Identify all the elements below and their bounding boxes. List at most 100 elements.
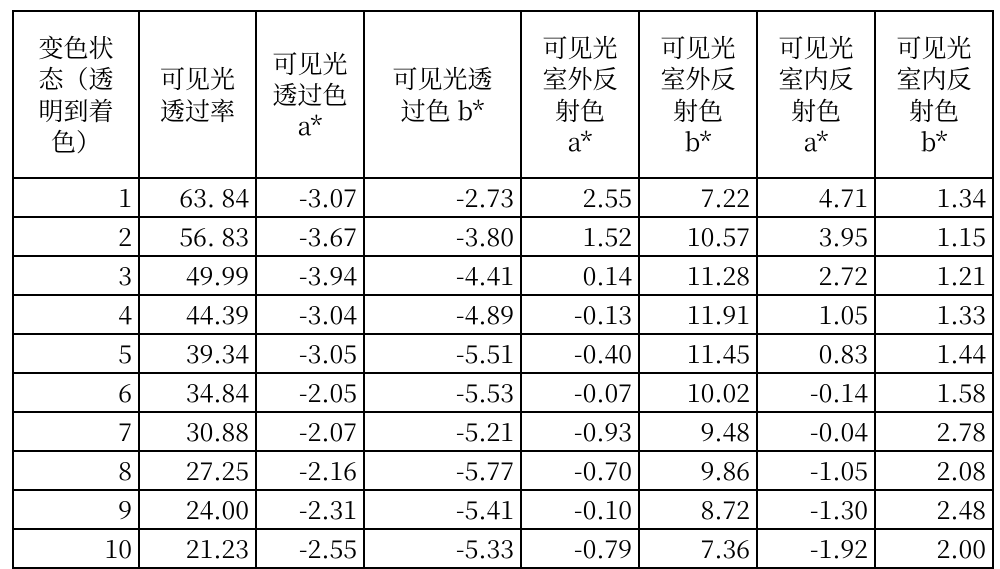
cell: 7 [13, 412, 139, 451]
cell: 21.23 [139, 529, 256, 568]
cell: 11.28 [639, 256, 757, 295]
cell: 24.00 [139, 490, 256, 529]
cell: 9.86 [639, 451, 757, 490]
cell: -0.40 [521, 334, 639, 373]
cell: -5.21 [364, 412, 521, 451]
cell: -2.73 [364, 178, 521, 217]
cell: 5 [13, 334, 139, 373]
cell: 1 [13, 178, 139, 217]
cell: 7.22 [639, 178, 757, 217]
cell: 1.34 [875, 178, 993, 217]
cell: -1.92 [757, 529, 875, 568]
table-row: 9 24.00 -2.31 -5.41 -0.10 8.72 -1.30 2.4… [13, 490, 993, 529]
cell: 0.83 [757, 334, 875, 373]
cell: -5.53 [364, 373, 521, 412]
col-state-label: 变色状态（透明到着色） [14, 12, 138, 177]
table-body: 1 63. 84 -3.07 -2.73 2.55 7.22 4.71 1.34… [13, 178, 993, 568]
cell: 8 [13, 451, 139, 490]
col-transmittance: 可见光透过率 [139, 11, 256, 178]
cell: -3.80 [364, 217, 521, 256]
col-outdoor-b: 可见光室外反射色b* [639, 11, 757, 178]
cell: 10 [13, 529, 139, 568]
cell: -3.04 [256, 295, 364, 334]
cell: 8.72 [639, 490, 757, 529]
cell: -5.41 [364, 490, 521, 529]
table-row: 3 49.99 -3.94 -4.41 0.14 11.28 2.72 1.21 [13, 256, 993, 295]
cell: 3 [13, 256, 139, 295]
cell: 2.08 [875, 451, 993, 490]
cell: 2.00 [875, 529, 993, 568]
cell: 27.25 [139, 451, 256, 490]
cell: -2.07 [256, 412, 364, 451]
cell: 4.71 [757, 178, 875, 217]
cell: 2 [13, 217, 139, 256]
cell: 1.15 [875, 217, 993, 256]
cell: -2.05 [256, 373, 364, 412]
cell: 6 [13, 373, 139, 412]
cell: -3.07 [256, 178, 364, 217]
cell: 7.36 [639, 529, 757, 568]
cell: -0.70 [521, 451, 639, 490]
cell: -0.14 [757, 373, 875, 412]
col-indoor-b: 可见光室内反射色b* [875, 11, 993, 178]
cell: 2.55 [521, 178, 639, 217]
table-row: 1 63. 84 -3.07 -2.73 2.55 7.22 4.71 1.34 [13, 178, 993, 217]
table-row: 10 21.23 -2.55 -5.33 -0.79 7.36 -1.92 2.… [13, 529, 993, 568]
cell: 1.58 [875, 373, 993, 412]
cell: -5.51 [364, 334, 521, 373]
cell: -0.07 [521, 373, 639, 412]
cell: -0.13 [521, 295, 639, 334]
cell: -2.31 [256, 490, 364, 529]
cell: -5.33 [364, 529, 521, 568]
cell: 30.88 [139, 412, 256, 451]
cell: -4.89 [364, 295, 521, 334]
cell: 1.05 [757, 295, 875, 334]
table-header: 变色状态（透明到着色） 可见光透过率 可见光透过色a* 可见光透过色 b* 可见… [13, 11, 993, 178]
cell: 34.84 [139, 373, 256, 412]
cell: 0.14 [521, 256, 639, 295]
page-container: 变色状态（透明到着色） 可见光透过率 可见光透过色a* 可见光透过色 b* 可见… [0, 0, 1000, 562]
cell: 2.78 [875, 412, 993, 451]
cell: -4.41 [364, 256, 521, 295]
cell: 10.57 [639, 217, 757, 256]
cell: 10.02 [639, 373, 757, 412]
cell: 56. 83 [139, 217, 256, 256]
col-indoor-a-label: 可见光室内反射色a* [758, 12, 874, 177]
cell: 9 [13, 490, 139, 529]
col-trans-a-label: 可见光透过色a* [257, 12, 363, 177]
cell: 11.91 [639, 295, 757, 334]
cell: -3.94 [256, 256, 364, 295]
table-row: 8 27.25 -2.16 -5.77 -0.70 9.86 -1.05 2.0… [13, 451, 993, 490]
col-indoor-b-label: 可见光室内反射色b* [876, 12, 992, 177]
cell: -0.93 [521, 412, 639, 451]
cell: -0.10 [521, 490, 639, 529]
cell: 2.48 [875, 490, 993, 529]
cell: -5.77 [364, 451, 521, 490]
cell: 63. 84 [139, 178, 256, 217]
cell: 4 [13, 295, 139, 334]
cell: 3.95 [757, 217, 875, 256]
col-state: 变色状态（透明到着色） [13, 11, 139, 178]
cell: -0.79 [521, 529, 639, 568]
cell: -3.67 [256, 217, 364, 256]
cell: 1.52 [521, 217, 639, 256]
col-trans-a: 可见光透过色a* [256, 11, 364, 178]
cell: -1.30 [757, 490, 875, 529]
cell: -1.05 [757, 451, 875, 490]
table-header-row: 变色状态（透明到着色） 可见光透过率 可见光透过色a* 可见光透过色 b* 可见… [13, 11, 993, 178]
col-transmittance-label: 可见光透过率 [140, 12, 255, 177]
cell: -0.04 [757, 412, 875, 451]
table-row: 6 34.84 -2.05 -5.53 -0.07 10.02 -0.14 1.… [13, 373, 993, 412]
col-outdoor-a-label: 可见光室外反射色a* [522, 12, 638, 177]
cell: 1.21 [875, 256, 993, 295]
cell: -3.05 [256, 334, 364, 373]
cell: 2.72 [757, 256, 875, 295]
cell: 11.45 [639, 334, 757, 373]
col-outdoor-b-label: 可见光室外反射色b* [640, 12, 756, 177]
cell: 9.48 [639, 412, 757, 451]
table-row: 7 30.88 -2.07 -5.21 -0.93 9.48 -0.04 2.7… [13, 412, 993, 451]
col-trans-b: 可见光透过色 b* [364, 11, 521, 178]
col-indoor-a: 可见光室内反射色a* [757, 11, 875, 178]
table-row: 2 56. 83 -3.67 -3.80 1.52 10.57 3.95 1.1… [13, 217, 993, 256]
cell: 1.44 [875, 334, 993, 373]
